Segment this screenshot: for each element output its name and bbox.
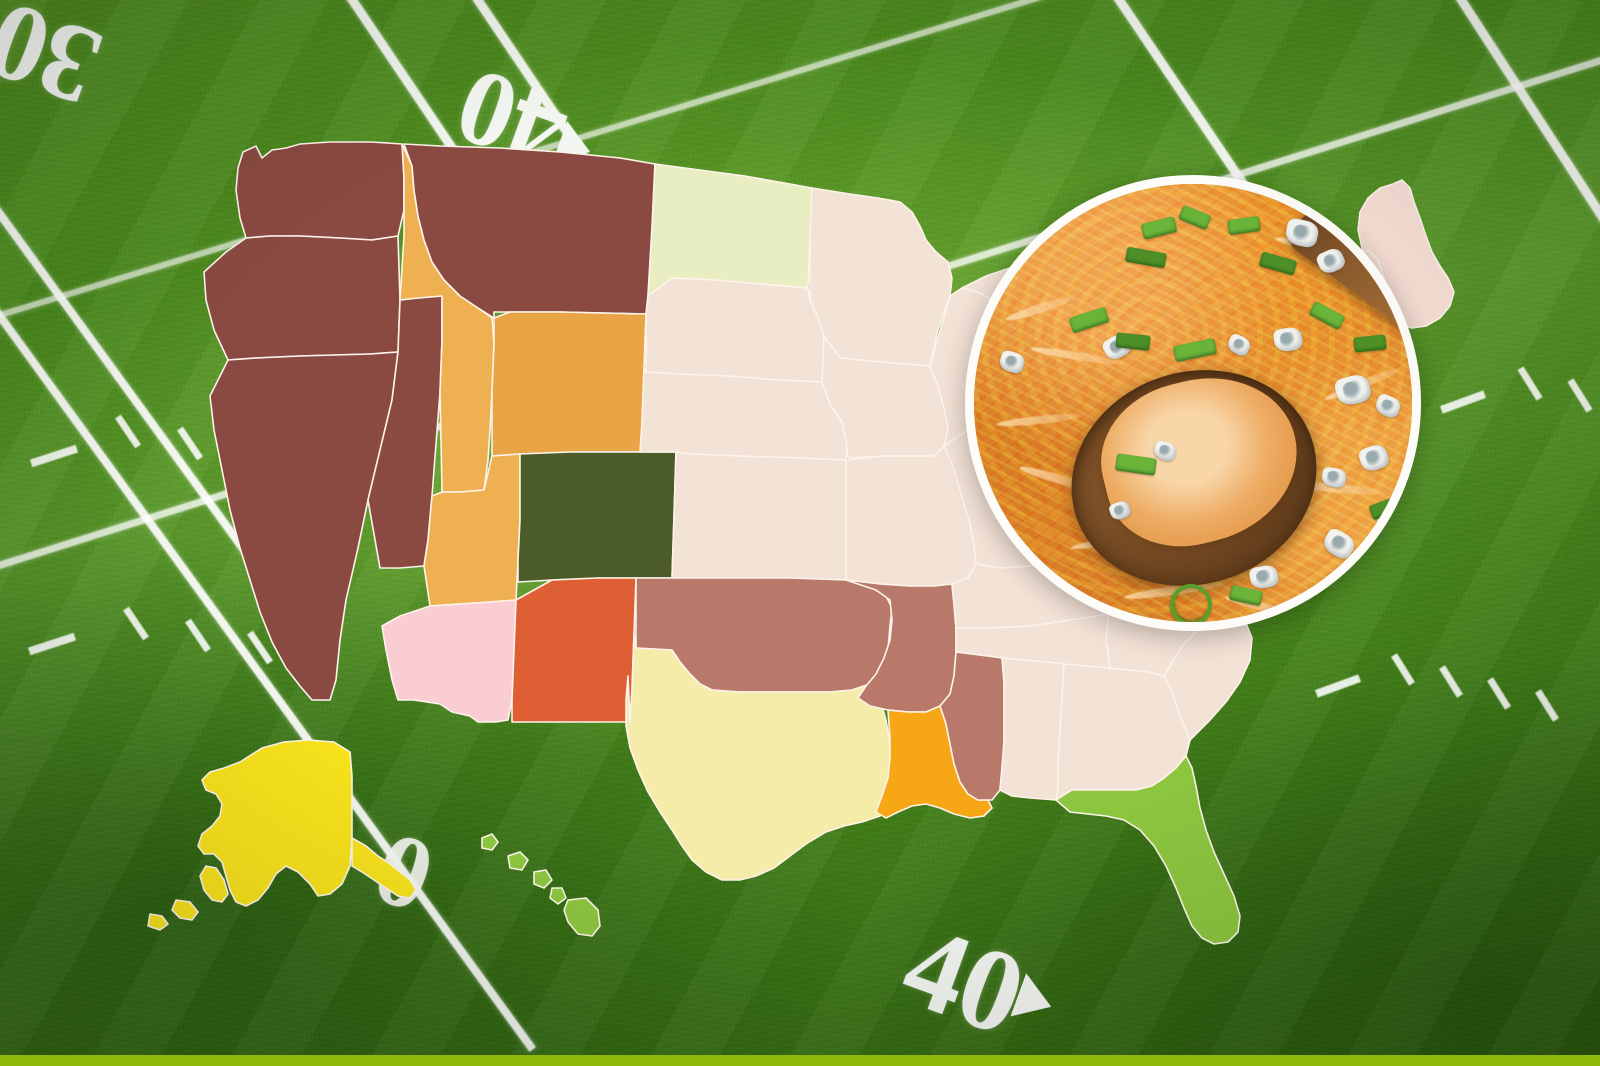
buffalo-chicken-dip-photo xyxy=(965,175,1421,631)
bottom-accent-bar xyxy=(0,1055,1600,1066)
dip-artwork xyxy=(974,184,1412,622)
